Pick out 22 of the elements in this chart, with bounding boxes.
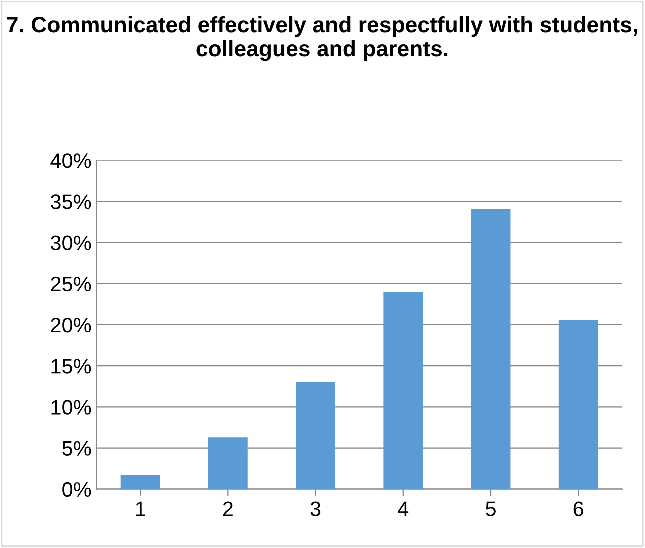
x-tick-label: 5	[486, 502, 496, 516]
y-tick-label: 25%	[51, 276, 92, 292]
y-tick-label: 30%	[50, 236, 92, 251]
bar	[120, 475, 160, 490]
y-tick-label: 20%	[51, 318, 92, 333]
y-tick-label: 35%	[50, 194, 92, 210]
y-tick-label: 0%	[62, 482, 92, 498]
chart-title: 7. Communicated effectively and respectfully with students, colleagues and parents.	[7, 16, 638, 62]
x-tick-label: 6	[574, 502, 584, 516]
x-tick-label: 4	[398, 502, 409, 516]
y-tick-label: 10%	[52, 400, 92, 415]
x-tick-label: 1	[136, 502, 146, 516]
x-tick-label: 2	[223, 502, 233, 516]
bar	[384, 292, 424, 490]
y-tick-label: 5%	[62, 441, 92, 456]
bar	[296, 382, 336, 490]
y-tick-label: 40%	[50, 154, 92, 168]
bar	[471, 209, 511, 490]
y-tick-label: 15%	[52, 359, 92, 374]
bar	[208, 438, 248, 490]
bar	[558, 320, 598, 490]
x-tick-label: 3	[310, 502, 321, 516]
